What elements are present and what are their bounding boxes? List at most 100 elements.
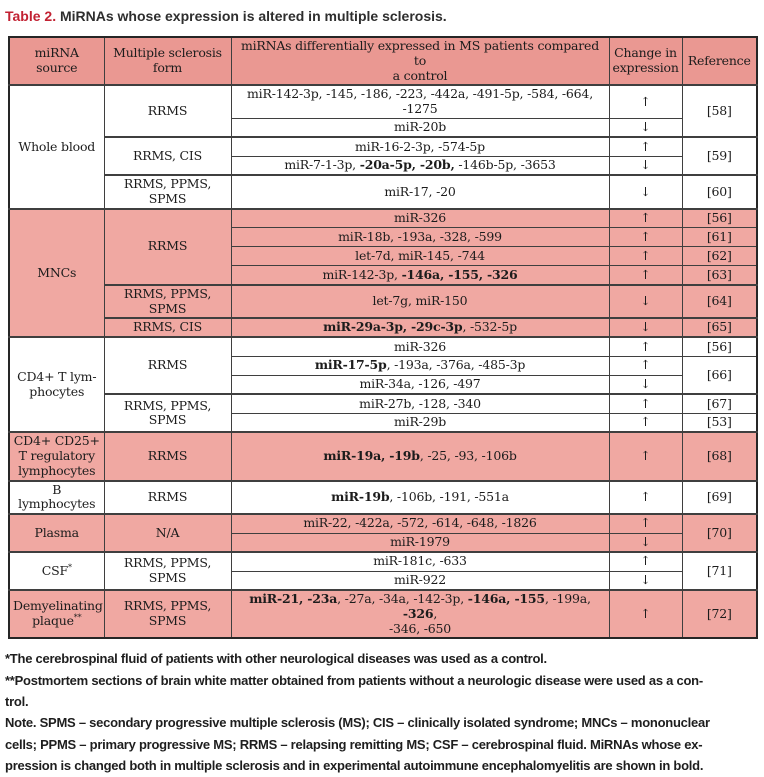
footnote-marker: **: [73, 612, 82, 622]
mirna-cell: miR-17, -20: [230, 174, 610, 210]
table-row: CD4+ CD25+ T regulatory lymphocytes RRMS…: [8, 431, 758, 482]
mirna-cell: miR-7-1-3p, -20a-5p, -20b, -146b-5p, -36…: [230, 155, 610, 176]
mirna-cell: miR-142-3p, -145, -186, -223, -442a, -49…: [230, 84, 610, 119]
col-header-reference: Reference: [681, 36, 758, 87]
form-cell: RRMS: [103, 431, 232, 482]
footnote-marker: *: [67, 562, 72, 572]
mirna-cell: miR-16-2-3p, -574-5p: [230, 136, 610, 157]
table-row: miR-20b ↓: [9, 117, 757, 138]
footnotes: *The cerebrospinal fluid of patients wit…: [0, 639, 764, 776]
table-row: miR-142-3p, -146a, -155, -326 ↑ [63]: [9, 265, 758, 286]
mirna-cell: miR-181c, -633: [230, 551, 610, 572]
change-arrow: ↑: [608, 207, 683, 229]
change-arrow: ↓: [608, 283, 683, 319]
table-row: RRMS, PPMS, SPMS miR-27b, -128, -340 ↑ […: [9, 393, 758, 433]
footnote-line: *The cerebrospinal fluid of patients wit…: [5, 651, 547, 667]
reference-cell: [56]: [681, 207, 758, 229]
reference-cell: [61]: [681, 227, 758, 248]
footnote-line: pression is changed both in multiple scl…: [5, 758, 704, 774]
source-cell: Plasma: [8, 513, 105, 553]
reference-cell: [58]: [681, 84, 758, 138]
change-arrow: ↓: [608, 532, 683, 553]
source-cell: Whole blood: [8, 84, 105, 210]
mirna-cell: miR-34a, -126, -497: [230, 374, 610, 395]
source-cell: CD4+ CD25+ T regulatory lymphocytes: [8, 431, 105, 482]
reference-cell: [71]: [681, 551, 758, 591]
reference-cell: [63]: [681, 265, 758, 286]
source-cell: B lymphocytes: [8, 479, 105, 515]
mirna-table: miRNA source Multiple sclerosis form miR…: [8, 36, 758, 640]
reference-cell: [67]: [681, 393, 758, 414]
table-row: miR-1979 ↓: [9, 532, 757, 553]
mirna-cell: miR-17-5p, -193a, -376a, -485-3p: [230, 355, 610, 376]
reference-cell: [70]: [681, 513, 758, 553]
form-cell: RRMS, PPMS, SPMS: [103, 393, 232, 433]
change-arrow: ↑: [608, 412, 683, 433]
table-row: miR-34a, -126, -497 ↓: [9, 374, 757, 395]
mirna-cell: miR-19a, -19b, -25, -93, -106b: [230, 431, 610, 482]
mirna-cell: miR-142-3p, -146a, -155, -326: [230, 265, 610, 286]
source-cell: CD4+ T lym- phocytes: [8, 336, 105, 433]
reference-cell: [64]: [681, 283, 758, 319]
mirna-cell: miR-20b: [230, 117, 610, 138]
reference-cell: [68]: [681, 431, 758, 482]
reference-cell: [53]: [681, 412, 758, 433]
mirna-cell: let-7d, miR-145, -744: [230, 246, 610, 267]
reference-cell: [62]: [681, 246, 758, 267]
mirna-cell: let-7g, miR-150: [230, 283, 610, 319]
table-row: MNCs RRMS miR-326 ↑ [56]: [8, 207, 758, 338]
reference-cell: [56]: [681, 336, 758, 357]
mirna-cell: miR-27b, -128, -340: [230, 393, 610, 414]
mirna-cell: miR-18b, -193a, -328, -599: [230, 227, 610, 248]
table-row: RRMS, PPMS, SPMS let-7g, miR-150 ↓ [64]: [9, 283, 758, 319]
footnote-line: cells; PPMS – primary progressive MS; RR…: [5, 736, 703, 752]
mirna-cell: miR-326: [230, 207, 610, 229]
col-header-form: Multiple sclerosis form: [103, 36, 232, 87]
source-cell: MNCs: [8, 207, 105, 338]
mirna-cell: miR-326: [230, 336, 610, 357]
header-row: miRNA source Multiple sclerosis form miR…: [8, 36, 758, 87]
mirna-cell: miR-21, -23a, -27a, -34a, -142-3p, -146a…: [230, 588, 610, 639]
table-row: CD4+ T lym- phocytes RRMS miR-326 ↑ [56]: [8, 336, 758, 433]
col-header-change: Change in expression: [608, 36, 683, 87]
reference-cell: [65]: [681, 317, 758, 338]
form-cell: RRMS: [103, 84, 232, 138]
change-arrow: ↑: [608, 588, 683, 639]
change-arrow: ↑: [608, 136, 683, 157]
table-row: let-7d, miR-145, -744 ↑ [62]: [9, 246, 758, 267]
table-row: RRMS, PPMS, SPMS miR-17, -20 ↓ [60]: [9, 174, 758, 210]
form-cell: N/A: [103, 513, 232, 553]
form-cell: RRMS, PPMS, SPMS: [103, 283, 232, 319]
change-arrow: ↑: [608, 551, 683, 572]
mirna-cell: miR-922: [230, 570, 610, 591]
footnote-line: **Postmortem sections of brain white mat…: [5, 672, 703, 688]
form-cell: RRMS: [103, 207, 232, 286]
change-arrow: ↑: [608, 513, 683, 534]
mirna-cell: miR-22, -422a, -572, -614, -648, -1826: [230, 513, 610, 534]
col-header-source: miRNA source: [8, 36, 105, 87]
reference-cell: [59]: [681, 136, 758, 176]
reference-cell: [60]: [681, 174, 758, 210]
col-header-mirnas: miRNAs differentially expressed in MS pa…: [230, 36, 610, 87]
table-row: miR-18b, -193a, -328, -599 ↑ [61]: [9, 227, 758, 248]
form-cell: RRMS: [103, 479, 232, 515]
form-cell: RRMS, CIS: [103, 136, 232, 176]
form-cell: RRMS: [103, 336, 232, 395]
mirna-cell: miR-1979: [230, 532, 610, 553]
table-row: RRMS, CIS miR-16-2-3p, -574-5p ↑ [59]: [9, 136, 758, 176]
change-arrow: ↑: [608, 84, 683, 119]
table-caption: Table 2. MiRNAs whose expression is alte…: [0, 0, 764, 24]
reference-cell: [69]: [681, 479, 758, 515]
table-row: Whole blood RRMS miR-142-3p, -145, -186,…: [8, 84, 758, 210]
change-arrow: ↓: [608, 155, 683, 176]
form-cell: RRMS, PPMS, SPMS: [103, 174, 232, 210]
footnote-line: trol.: [5, 694, 29, 710]
table-caption-text: MiRNAs whose expression is altered in mu…: [56, 8, 447, 24]
change-arrow: ↑: [608, 265, 683, 286]
mirna-cell: miR-19b, -106b, -191, -551a: [230, 479, 610, 515]
change-arrow: ↓: [608, 117, 683, 138]
table-row: B lymphocytes RRMS miR-19b, -106b, -191,…: [8, 479, 758, 515]
mirna-cell: miR-29b: [230, 412, 610, 433]
change-arrow: ↑: [608, 246, 683, 267]
source-cell: Demyelinating plaque**: [8, 588, 105, 639]
